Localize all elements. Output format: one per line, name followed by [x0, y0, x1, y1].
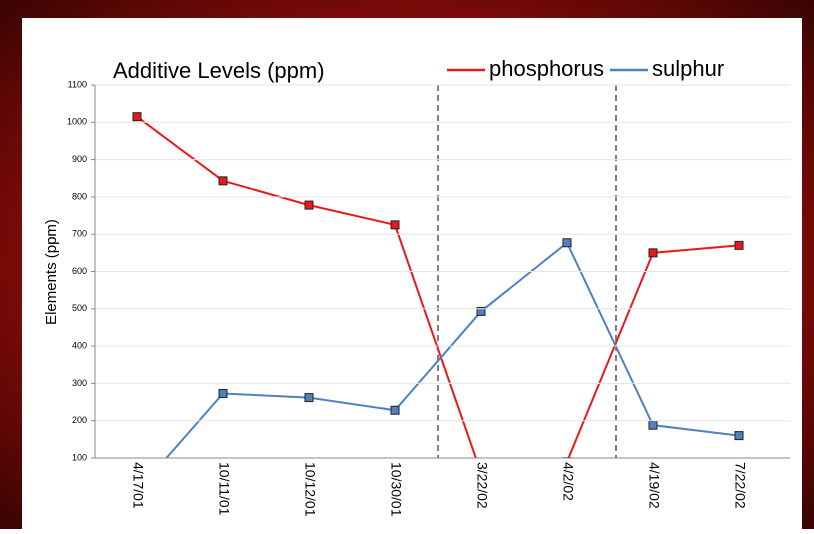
- y-tick-label: 200: [72, 415, 87, 425]
- legend-label: phosphorus: [489, 56, 604, 81]
- y-tick-label: 700: [72, 229, 87, 239]
- marker: [648, 248, 658, 258]
- x-tick-label: 10/30/01: [388, 462, 404, 517]
- y-tick-label: 900: [72, 154, 87, 164]
- y-tick-label: 800: [72, 191, 87, 201]
- y-tick-label: 300: [72, 378, 87, 388]
- marker: [734, 431, 744, 441]
- x-tick-label: 4/19/02: [646, 462, 662, 509]
- y-axis-label: Elements (ppm): [43, 219, 60, 325]
- chart-title: Additive Levels (ppm): [113, 58, 325, 83]
- x-tick-label: 3/22/02: [474, 462, 490, 509]
- marker: [218, 388, 228, 398]
- y-tick-label: 400: [72, 340, 87, 350]
- x-tick-label: 7/22/02: [732, 462, 748, 509]
- y-tick-label: 100: [72, 452, 87, 462]
- marker: [734, 240, 744, 250]
- x-tick-label: 10/12/01: [302, 462, 318, 517]
- y-tick-label: 500: [72, 303, 87, 313]
- marker: [132, 112, 142, 122]
- plot: [132, 112, 744, 458]
- marker: [304, 200, 314, 210]
- marker: [304, 393, 314, 403]
- marker: [648, 420, 658, 430]
- x-tick-label: 10/11/01: [216, 462, 232, 516]
- marker: [390, 220, 400, 230]
- x-tick-label: 4/2/02: [560, 462, 576, 501]
- legend-label: sulphur: [652, 56, 724, 81]
- y-tick-label: 600: [72, 266, 87, 276]
- series-line: [136, 115, 740, 458]
- series-line: [165, 241, 740, 458]
- marker: [476, 306, 486, 316]
- marker: [218, 176, 228, 186]
- marker: [390, 405, 400, 415]
- y-tick-label: 1100: [68, 79, 87, 89]
- x-tick-label: 4/17/01: [130, 462, 146, 509]
- y-tick-label: 1000: [67, 117, 87, 127]
- marker: [562, 238, 572, 248]
